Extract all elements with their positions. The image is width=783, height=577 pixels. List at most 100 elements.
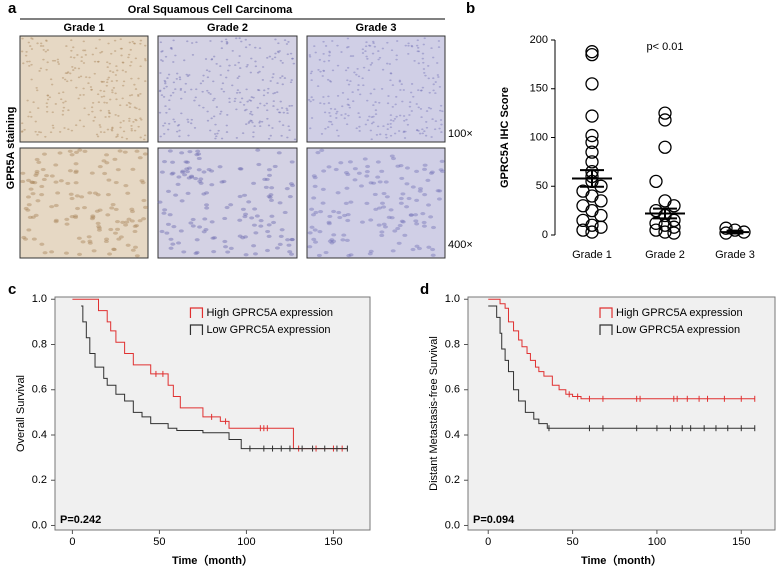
cell-texture: [397, 223, 403, 228]
cell-texture: [371, 52, 375, 55]
cell-texture: [27, 41, 31, 44]
cell-texture: [186, 118, 189, 121]
cell-texture: [102, 90, 106, 93]
cell-texture: [242, 193, 248, 197]
cell-texture: [75, 206, 81, 211]
cell-texture: [128, 117, 131, 120]
cell-texture: [176, 72, 179, 75]
cell-texture: [285, 238, 291, 242]
cell-texture: [35, 87, 38, 89]
cell-texture: [391, 105, 394, 108]
cell-texture: [237, 218, 243, 222]
cell-texture: [132, 224, 138, 228]
histology-image: [306, 147, 446, 259]
cell-texture: [98, 38, 101, 41]
cell-texture: [244, 38, 247, 41]
cell-texture: [226, 41, 229, 44]
cell-texture: [209, 220, 215, 224]
y-tick-label: 0.4: [32, 429, 47, 441]
cell-texture: [49, 174, 55, 178]
cell-texture: [30, 215, 36, 219]
cell-texture: [142, 205, 148, 209]
cell-texture: [389, 119, 393, 122]
cell-texture: [267, 173, 273, 177]
cell-texture: [65, 45, 68, 47]
cell-texture: [236, 89, 240, 91]
cell-texture: [87, 191, 93, 195]
cell-texture: [413, 213, 419, 217]
cell-texture: [271, 127, 274, 129]
cell-texture: [272, 105, 275, 107]
cell-texture: [365, 164, 371, 169]
data-point: [649, 174, 663, 189]
cell-texture: [374, 113, 378, 116]
cell-texture: [368, 249, 374, 253]
cell-texture: [308, 54, 312, 56]
cell-texture: [128, 106, 132, 109]
cell-texture: [414, 169, 420, 174]
cell-texture: [441, 110, 444, 113]
cell-texture: [107, 252, 113, 256]
cell-texture: [269, 186, 275, 190]
cell-texture: [344, 186, 350, 190]
cell-texture: [207, 91, 210, 94]
cell-texture: [94, 47, 98, 50]
cell-texture: [249, 112, 252, 115]
cell-texture: [180, 169, 186, 173]
cell-texture: [406, 196, 412, 201]
cell-texture: [174, 54, 177, 57]
cell-texture: [346, 46, 349, 49]
cell-texture: [435, 189, 441, 193]
cell-texture: [20, 50, 24, 53]
cell-texture: [312, 228, 318, 232]
cell-texture: [401, 100, 404, 103]
cell-texture: [440, 169, 446, 173]
cell-texture: [349, 55, 353, 57]
cell-texture: [357, 84, 360, 86]
cell-texture: [112, 87, 116, 89]
cell-texture: [227, 69, 230, 72]
cell-texture: [404, 205, 410, 209]
cell-texture: [386, 102, 390, 105]
cell-texture: [422, 61, 425, 64]
cell-texture: [96, 93, 100, 96]
cell-texture: [389, 126, 393, 129]
cell-texture: [39, 45, 43, 47]
cell-texture: [369, 129, 373, 132]
cell-texture: [379, 233, 385, 238]
cell-texture: [402, 115, 406, 117]
cell-texture: [90, 214, 96, 218]
cell-texture: [322, 69, 325, 72]
cell-texture: [56, 58, 60, 61]
data-point: [585, 155, 599, 169]
cell-texture: [398, 196, 404, 201]
cell-texture: [66, 71, 70, 74]
cell-texture: [356, 88, 360, 91]
cell-texture: [111, 91, 114, 94]
cell-texture: [88, 76, 91, 79]
cell-texture: [287, 41, 290, 43]
cell-texture: [347, 114, 350, 117]
cell-texture: [408, 213, 414, 217]
cell-texture: [100, 80, 103, 83]
cell-texture: [398, 164, 404, 168]
cell-texture: [278, 120, 281, 123]
cell-texture: [286, 243, 292, 247]
cell-texture: [26, 60, 29, 63]
cell-texture: [333, 167, 339, 172]
cell-texture: [262, 177, 268, 181]
cell-texture: [143, 58, 147, 60]
cell-texture: [189, 175, 195, 179]
cell-texture: [279, 228, 285, 232]
cell-texture: [437, 46, 441, 49]
cell-texture: [26, 99, 29, 102]
cell-texture: [415, 44, 419, 47]
cell-texture: [72, 69, 75, 71]
cell-texture: [212, 236, 218, 240]
cell-texture: [98, 124, 101, 126]
data-point: [585, 47, 599, 62]
cell-texture: [374, 109, 378, 112]
cell-texture: [26, 203, 32, 207]
cell-texture: [418, 132, 422, 135]
cell-texture: [170, 160, 176, 164]
